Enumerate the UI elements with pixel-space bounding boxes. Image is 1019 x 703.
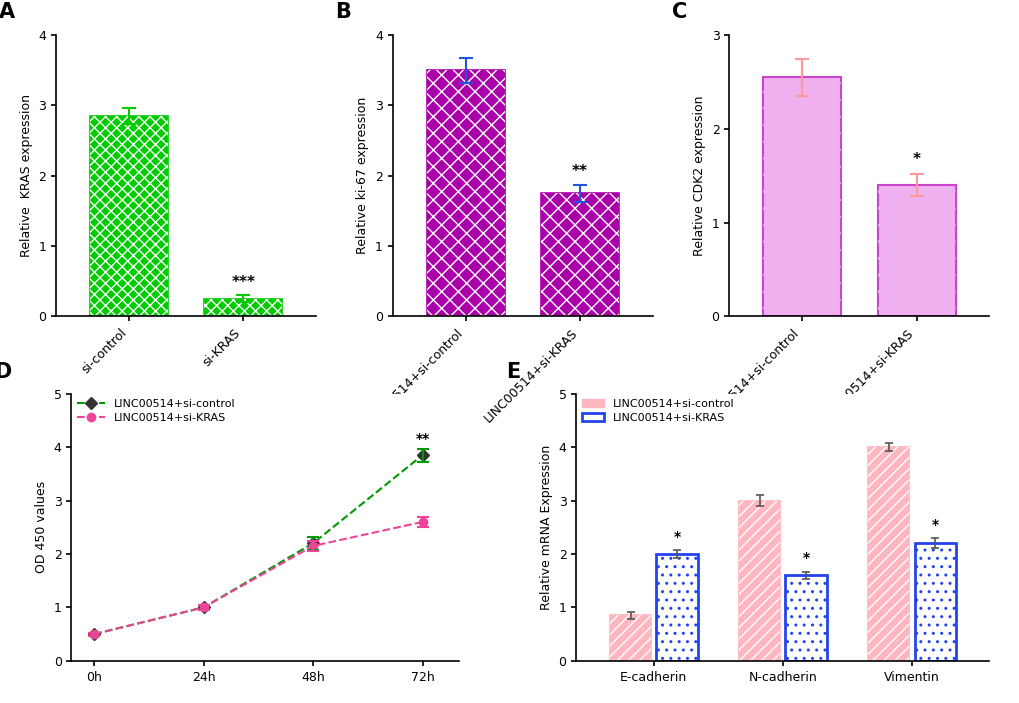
Legend: LINC00514+si-control, LINC00514+si-KRAS: LINC00514+si-control, LINC00514+si-KRAS (76, 399, 235, 423)
Bar (785, 575, 826, 661)
Line: LINC00514+si-KRAS: LINC00514+si-KRAS (90, 517, 426, 638)
Bar (540, 193, 619, 316)
Bar (90, 116, 168, 316)
Bar (867, 447, 909, 661)
Text: C: C (672, 2, 687, 22)
Y-axis label: Relative  KRAS expression: Relative KRAS expression (19, 94, 33, 257)
LINC00514+si-control (307, 539, 319, 548)
Text: *: * (673, 530, 680, 544)
Bar (655, 554, 697, 661)
Bar (876, 185, 955, 316)
Text: E: E (505, 361, 520, 382)
Line: LINC00514+si-control: LINC00514+si-control (90, 451, 426, 638)
Bar (204, 299, 282, 316)
Bar (204, 299, 282, 316)
Y-axis label: Relative CDK2 expression: Relative CDK2 expression (692, 96, 705, 256)
Bar (426, 70, 504, 316)
Text: *: * (912, 153, 920, 167)
Bar (609, 615, 650, 661)
Bar (876, 185, 955, 316)
Bar (738, 501, 780, 661)
Bar (914, 543, 955, 661)
Y-axis label: Relative mRNA Expression: Relative mRNA Expression (539, 444, 552, 610)
Bar (785, 575, 826, 661)
LINC00514+si-KRAS (307, 542, 319, 550)
Bar (914, 543, 955, 661)
Y-axis label: OD 450 values: OD 450 values (35, 481, 48, 574)
LINC00514+si-control (416, 451, 428, 459)
Text: ***: *** (231, 275, 255, 290)
Bar (90, 116, 168, 316)
Legend: LINC00514+si-control, LINC00514+si-KRAS: LINC00514+si-control, LINC00514+si-KRAS (581, 399, 734, 423)
LINC00514+si-control (88, 630, 100, 638)
Bar (426, 70, 504, 316)
Text: A: A (0, 2, 15, 22)
Y-axis label: Relative ki-67 expression: Relative ki-67 expression (356, 97, 369, 254)
Bar (738, 501, 780, 661)
LINC00514+si-KRAS (416, 517, 428, 526)
Bar (609, 615, 650, 661)
Text: **: ** (572, 165, 587, 179)
Text: D: D (0, 361, 11, 382)
Bar (762, 77, 841, 316)
Bar (540, 193, 619, 316)
Text: B: B (335, 2, 351, 22)
Bar (867, 447, 909, 661)
LINC00514+si-KRAS (198, 603, 210, 612)
LINC00514+si-control (198, 603, 210, 612)
Bar (655, 554, 697, 661)
Text: *: * (930, 518, 937, 532)
Text: **: ** (415, 432, 429, 446)
Text: *: * (802, 551, 809, 565)
LINC00514+si-KRAS (88, 630, 100, 638)
Bar (762, 77, 841, 316)
